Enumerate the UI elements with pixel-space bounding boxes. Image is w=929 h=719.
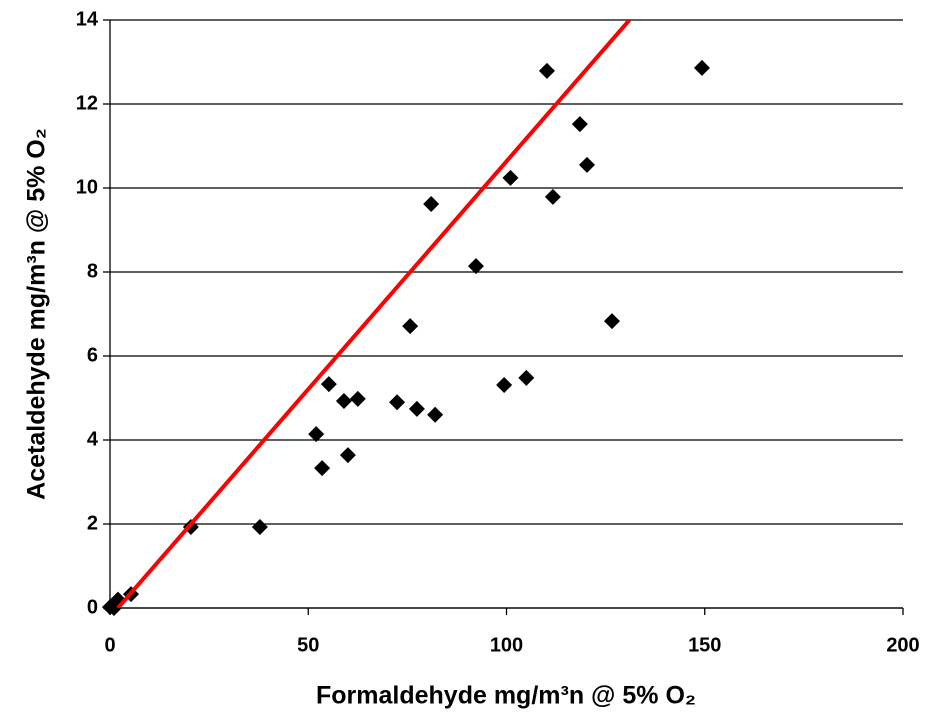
scatter-point <box>389 394 406 411</box>
x-tick-label: 0 <box>104 634 115 656</box>
scatter-point <box>693 59 710 76</box>
scatter-point <box>408 400 425 417</box>
y-tick-label: 12 <box>76 92 98 114</box>
scatter-point <box>308 426 325 443</box>
y-tick-label: 2 <box>87 512 98 534</box>
scatter-point <box>402 318 419 335</box>
y-tick-label: 10 <box>76 176 98 198</box>
trend-line <box>116 20 631 608</box>
scatter-point <box>538 62 555 79</box>
scatter-point <box>544 188 561 205</box>
y-tick-label: 0 <box>87 596 98 618</box>
x-tick-label: 200 <box>886 634 919 656</box>
y-axis-title: Acetaldehyde mg/m³n @ 5% O₂ <box>23 128 51 500</box>
scatter-point <box>335 392 352 409</box>
scatter-point <box>571 116 588 133</box>
scatter-point <box>502 169 519 186</box>
scatter-point <box>427 406 444 423</box>
x-axis-title: Formaldehyde mg/m³n @ 5% O₂ <box>316 682 696 710</box>
x-tick-label: 100 <box>490 634 523 656</box>
scatter-point <box>578 156 595 173</box>
scatter-point <box>603 313 620 330</box>
scatter-point <box>518 369 535 386</box>
scatter-point <box>349 390 366 407</box>
scatter-point <box>339 447 356 464</box>
x-tick-label: 50 <box>297 634 319 656</box>
scatter-point <box>314 460 331 477</box>
y-tick-label: 4 <box>87 428 99 450</box>
scatter-point <box>251 518 268 535</box>
scatter-point <box>467 258 484 275</box>
scatter-point <box>496 376 513 393</box>
y-tick-label: 6 <box>87 344 98 366</box>
x-tick-label: 150 <box>688 634 721 656</box>
scatter-point <box>320 376 337 393</box>
scatter-point <box>423 195 440 212</box>
y-tick-label: 14 <box>76 8 99 30</box>
y-tick-label: 8 <box>87 260 98 282</box>
